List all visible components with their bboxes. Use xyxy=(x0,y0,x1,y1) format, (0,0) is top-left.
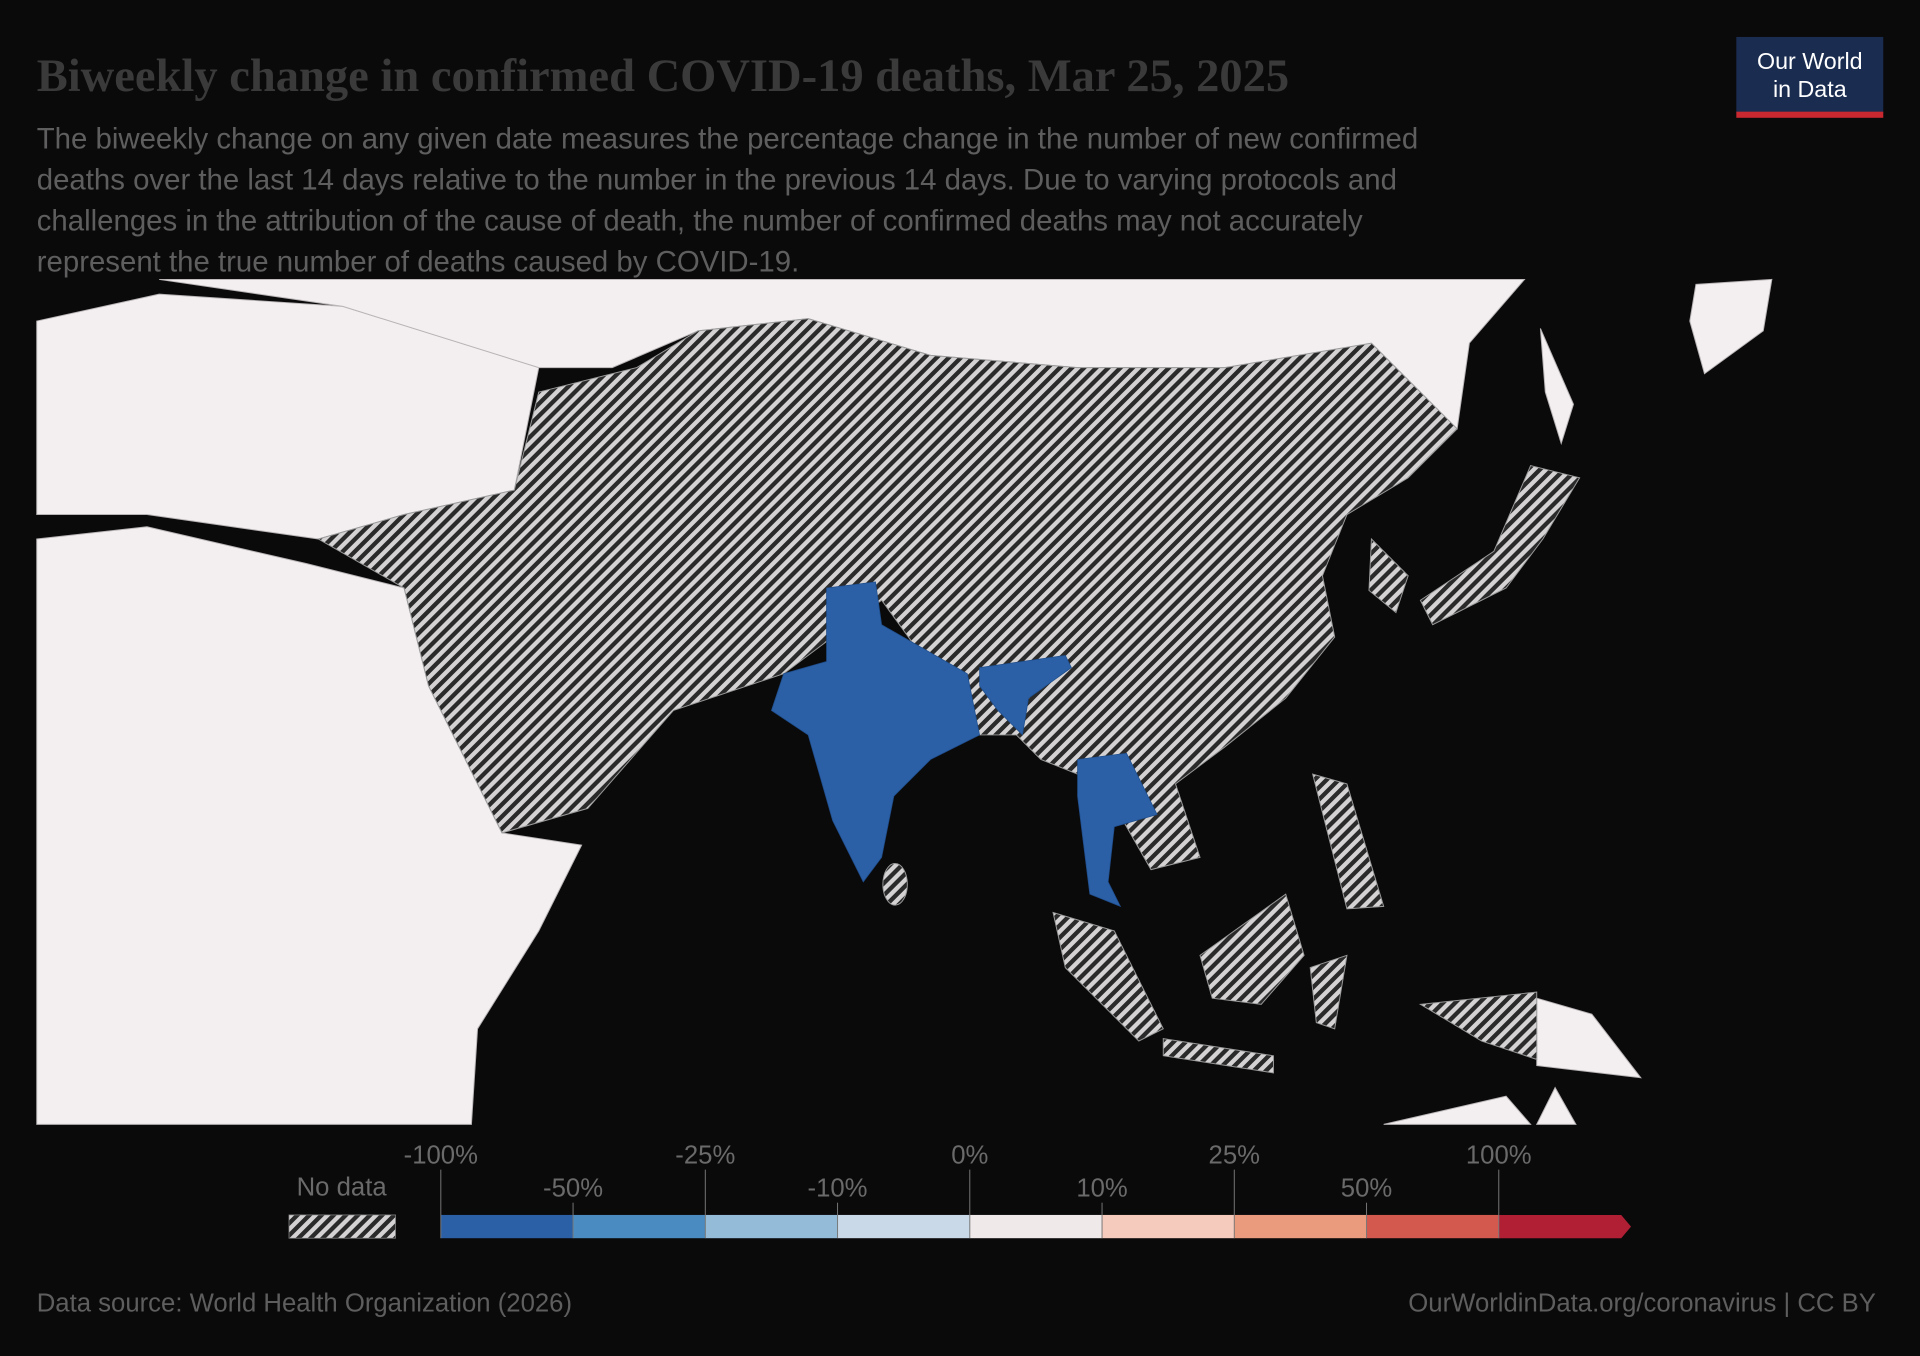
logo-text: in Data xyxy=(1773,76,1847,102)
legend-bin xyxy=(1366,1214,1499,1239)
source: Data source: World Health Organization (… xyxy=(37,1290,572,1318)
legend-bin xyxy=(440,1214,574,1239)
logo: Our World in Data xyxy=(1736,36,1884,118)
no-data-region xyxy=(1052,911,1164,1042)
legend-label: No data xyxy=(297,1173,388,1201)
no-data-region xyxy=(1368,537,1409,614)
legend: No data -100% -50% -25% -10% 0% 10% 25% 50% 100% xyxy=(288,1142,1632,1239)
no-data-region xyxy=(1162,1038,1274,1074)
legend-bin xyxy=(837,1214,970,1239)
land xyxy=(1689,278,1773,375)
data-region xyxy=(770,581,981,883)
no-data-region xyxy=(1418,991,1538,1061)
chart-title: Biweekly change in confirmed COVID-19 de… xyxy=(37,51,1289,102)
no-data-region xyxy=(1311,773,1385,910)
no-data-region xyxy=(1199,893,1305,1005)
legend-bin xyxy=(573,1214,706,1239)
legend-tick-label: 25% xyxy=(1209,1142,1260,1170)
legend-tick-label: 100% xyxy=(1466,1142,1532,1170)
no-data-region xyxy=(1419,464,1581,626)
url: OurWorldinData.org/coronavirus | CC BY xyxy=(1408,1290,1876,1318)
land xyxy=(1535,1086,1577,1125)
subtitle-line: deaths over the last 14 days relative to… xyxy=(37,163,1397,196)
no-data-region xyxy=(317,318,1458,871)
legend-tick-label: 50% xyxy=(1341,1175,1392,1203)
legend-bin xyxy=(969,1214,1103,1239)
legend-tick-label: -100% xyxy=(404,1142,478,1170)
data-region xyxy=(1077,752,1158,908)
data-region xyxy=(979,654,1072,736)
legend-bin xyxy=(705,1214,838,1239)
map xyxy=(36,278,1773,1125)
legend-tick-label: 0% xyxy=(951,1142,988,1170)
subtitle-line: represent the true number of deaths caus… xyxy=(37,245,800,278)
legend-tick-label: -10% xyxy=(808,1175,868,1203)
subtitle-line: The biweekly change on any given date me… xyxy=(37,122,1418,155)
legend-bin xyxy=(1498,1214,1632,1239)
land xyxy=(1383,1095,1532,1125)
land xyxy=(36,526,583,1125)
subtitle: The biweekly change on any given date me… xyxy=(37,122,1418,278)
legend-bin xyxy=(1234,1214,1367,1239)
legend-bin xyxy=(1102,1214,1235,1239)
logo-text: Our World xyxy=(1757,48,1863,74)
no-data-region xyxy=(882,863,908,906)
legend-tick-label: -50% xyxy=(543,1175,603,1203)
legend-tick-label: -25% xyxy=(675,1142,735,1170)
land xyxy=(1539,328,1574,446)
subtitle-line: challenges in the attribution of the cau… xyxy=(37,204,1363,237)
no-data-region xyxy=(1309,954,1348,1030)
legend-tick-label: 10% xyxy=(1076,1175,1127,1203)
